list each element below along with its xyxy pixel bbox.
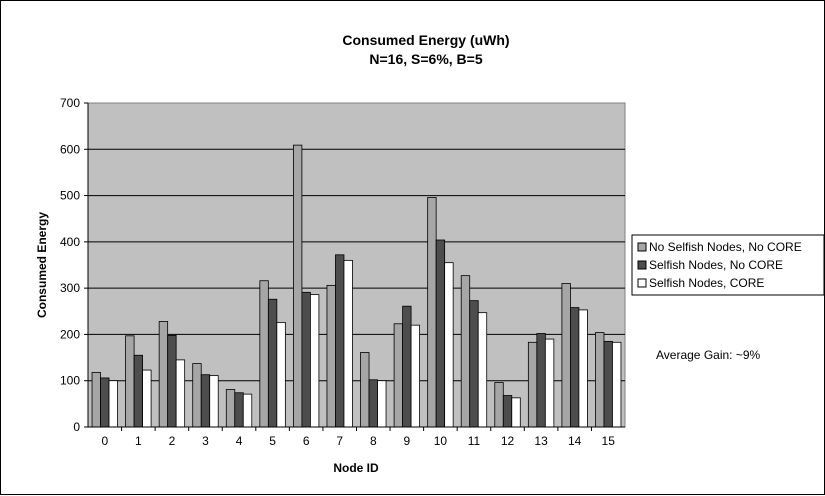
- x-tick-label: 14: [568, 434, 582, 448]
- bar-series-1-node-10: [427, 197, 437, 428]
- legend-label: Selfish Nodes, CORE: [649, 276, 764, 290]
- x-tick-label: 13: [534, 434, 548, 448]
- bar-series-2-node-9: [402, 305, 412, 428]
- bar-series-1-node-6: [293, 144, 303, 428]
- x-tick-labels: 0 1 2 3 4 5 6 7 8 9 10 11 12 13 14 15: [101, 427, 615, 448]
- bar-series-3-node-0: [108, 380, 118, 428]
- bar-series-1-node-11: [460, 275, 471, 428]
- chart-subtitle: N=16, S=6%, B=5: [369, 51, 482, 67]
- x-tick-label: 10: [434, 434, 448, 448]
- bar-series-2-node-5: [267, 298, 278, 428]
- bar-series-3-node-15: [612, 341, 622, 428]
- y-tick-label: 0: [73, 420, 80, 434]
- bar-series-1-node-13: [527, 341, 538, 428]
- y-tick-label: 700: [60, 96, 80, 110]
- bar-series-3-node-7: [343, 259, 353, 428]
- bar-series-1-node-2: [158, 321, 169, 428]
- bar-series-3-node-6: [310, 294, 320, 428]
- x-tick-label: 7: [336, 434, 343, 448]
- bar-series-1-node-9: [393, 323, 403, 428]
- bar-series-3-node-3: [209, 375, 219, 428]
- bar-series-3-node-10: [444, 262, 454, 428]
- bar-series-3-node-2: [175, 359, 186, 428]
- y-tick-labels: 0 100 200 300 400 500 600 700: [60, 96, 88, 434]
- average-gain-annotation: Average Gain: ~9%: [656, 348, 761, 362]
- chart-title: Consumed Energy (uWh): [342, 32, 509, 48]
- y-tick-label: 600: [60, 142, 80, 156]
- bar-series-1-node-3: [192, 363, 202, 428]
- x-tick-label: 3: [202, 434, 209, 448]
- bar-series-2-node-0: [100, 377, 110, 428]
- x-tick-label: 1: [135, 434, 142, 448]
- bar-series-1-node-0: [91, 371, 101, 428]
- legend-label: No Selfish Nodes, No CORE: [649, 240, 802, 254]
- bar-series-1-node-14: [561, 283, 571, 428]
- bar-series-2-node-4: [234, 392, 244, 428]
- bar-series-3-node-13: [544, 338, 555, 428]
- x-tick-label: 15: [602, 434, 616, 448]
- y-tick-label: 100: [60, 374, 80, 388]
- y-axis-label: Consumed Energy: [35, 212, 49, 318]
- bar-series-2-node-7: [335, 254, 345, 428]
- bar-series-1-node-12: [494, 382, 504, 428]
- bar-series-1-node-5: [259, 280, 269, 428]
- bar-series-2-node-14: [570, 307, 580, 428]
- x-axis-label: Node ID: [333, 461, 379, 475]
- bar-series-3-node-11: [477, 312, 488, 428]
- x-tick-label: 5: [269, 434, 276, 448]
- bar-series-2-node-11: [469, 300, 479, 428]
- legend-box: [631, 234, 825, 296]
- x-tick-label: 11: [468, 434, 481, 448]
- bar-series-2-node-15: [603, 340, 613, 428]
- y-tick-label: 300: [60, 281, 80, 295]
- bar-series-2-node-1: [133, 354, 143, 428]
- x-tick-label: 8: [370, 434, 377, 448]
- bar-series-3-node-8: [377, 380, 387, 428]
- bar-series-2-node-13: [536, 333, 546, 428]
- bar-series-1-node-8: [360, 352, 370, 428]
- legend-label: Selfish Nodes, No CORE: [649, 258, 783, 272]
- bar-series-3-node-12: [511, 397, 521, 428]
- x-tick-label: 9: [404, 434, 411, 448]
- bar-series-2-node-10: [435, 239, 446, 428]
- x-tick-label: 0: [101, 434, 108, 448]
- bar-series-2-node-6: [301, 291, 311, 428]
- bar-series-2-node-3: [200, 374, 211, 428]
- x-tick-label: 2: [169, 434, 176, 448]
- bar-series-2-node-12: [502, 395, 513, 428]
- x-tick-label: 12: [501, 434, 515, 448]
- x-tick-label: 4: [236, 434, 243, 448]
- legend-swatch: [637, 260, 647, 270]
- x-tick-label: 6: [303, 434, 310, 448]
- y-tick-label: 200: [60, 327, 80, 341]
- bar-series-3-node-5: [276, 321, 286, 428]
- y-tick-label: 500: [60, 189, 80, 203]
- legend-swatch: [637, 278, 647, 288]
- bar-series-3-node-4: [242, 393, 253, 428]
- bar-series-1-node-1: [125, 335, 135, 428]
- bar-series-3-node-14: [578, 309, 588, 428]
- y-tick-label: 400: [60, 235, 80, 249]
- bars: [91, 144, 622, 428]
- legend: No Selfish Nodes, No CORE Selfish Nodes, …: [637, 240, 802, 290]
- bar-series-2-node-8: [368, 379, 378, 428]
- bar-series-1-node-4: [225, 389, 236, 428]
- legend-swatch: [637, 242, 647, 252]
- bar-series-1-node-7: [326, 284, 336, 428]
- bar-series-2-node-2: [167, 334, 177, 428]
- bar-series-1-node-15: [595, 332, 605, 428]
- bar-series-3-node-9: [410, 324, 420, 428]
- bar-series-3-node-1: [142, 369, 152, 428]
